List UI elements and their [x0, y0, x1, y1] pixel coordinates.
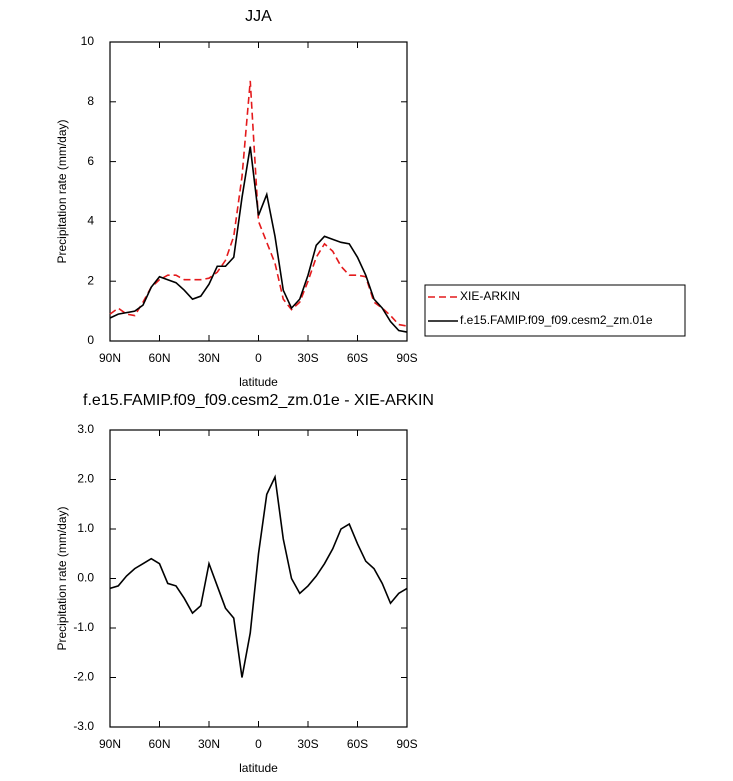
- chart-title: JJA: [245, 8, 272, 25]
- y-tick-label: 2: [87, 273, 94, 287]
- y-tick-label: 2.0: [77, 472, 94, 486]
- x-tick-label: 30S: [297, 737, 318, 751]
- x-tick-label: 0: [255, 737, 262, 751]
- x-tick-label: 60S: [347, 737, 368, 751]
- x-tick-label: 60N: [148, 351, 170, 365]
- plot-frame: [109, 41, 408, 342]
- y-tick-label: 3.0: [77, 422, 94, 436]
- chart-title: f.e15.FAMIP.f09_f09.cesm2_zm.01e - XIE-A…: [83, 392, 434, 409]
- x-tick-label: 60N: [148, 737, 170, 751]
- x-tick-label: 0: [255, 351, 262, 365]
- x-tick-label: 30N: [198, 737, 220, 751]
- x-axis-label: latitude: [239, 375, 278, 389]
- y-tick-label: -3.0: [73, 719, 94, 733]
- plot-frame: [109, 429, 408, 728]
- legend-label: XIE-ARKIN: [460, 289, 520, 303]
- y-tick-label: 0.0: [77, 571, 94, 585]
- y-tick-label: 6: [87, 154, 94, 168]
- series-line: [109, 80, 408, 327]
- y-axis-label: Precipitation rate (mm/day): [55, 506, 69, 650]
- legend-box: [424, 284, 686, 337]
- x-tick-label: 30N: [198, 351, 220, 365]
- x-tick-label: 90N: [99, 737, 121, 751]
- y-tick-label: 4: [87, 214, 94, 228]
- y-axis-label: Precipitation rate (mm/day): [55, 119, 69, 263]
- x-axis-label: latitude: [239, 761, 278, 775]
- x-tick-label: 60S: [347, 351, 368, 365]
- y-tick-label: -1.0: [73, 620, 94, 634]
- x-tick-label: 90N: [99, 351, 121, 365]
- x-tick-label: 90S: [396, 737, 417, 751]
- y-tick-label: 0: [87, 333, 94, 347]
- y-tick-label: -2.0: [73, 670, 94, 684]
- series-line: [109, 146, 408, 333]
- x-tick-label: 90S: [396, 351, 417, 365]
- legend-label: f.e15.FAMIP.f09_f09.cesm2_zm.01e: [460, 313, 653, 327]
- series-line: [109, 474, 408, 678]
- y-tick-label: 8: [87, 94, 94, 108]
- y-tick-label: 10: [81, 34, 95, 48]
- y-tick-label: 1.0: [77, 521, 94, 535]
- x-tick-label: 30S: [297, 351, 318, 365]
